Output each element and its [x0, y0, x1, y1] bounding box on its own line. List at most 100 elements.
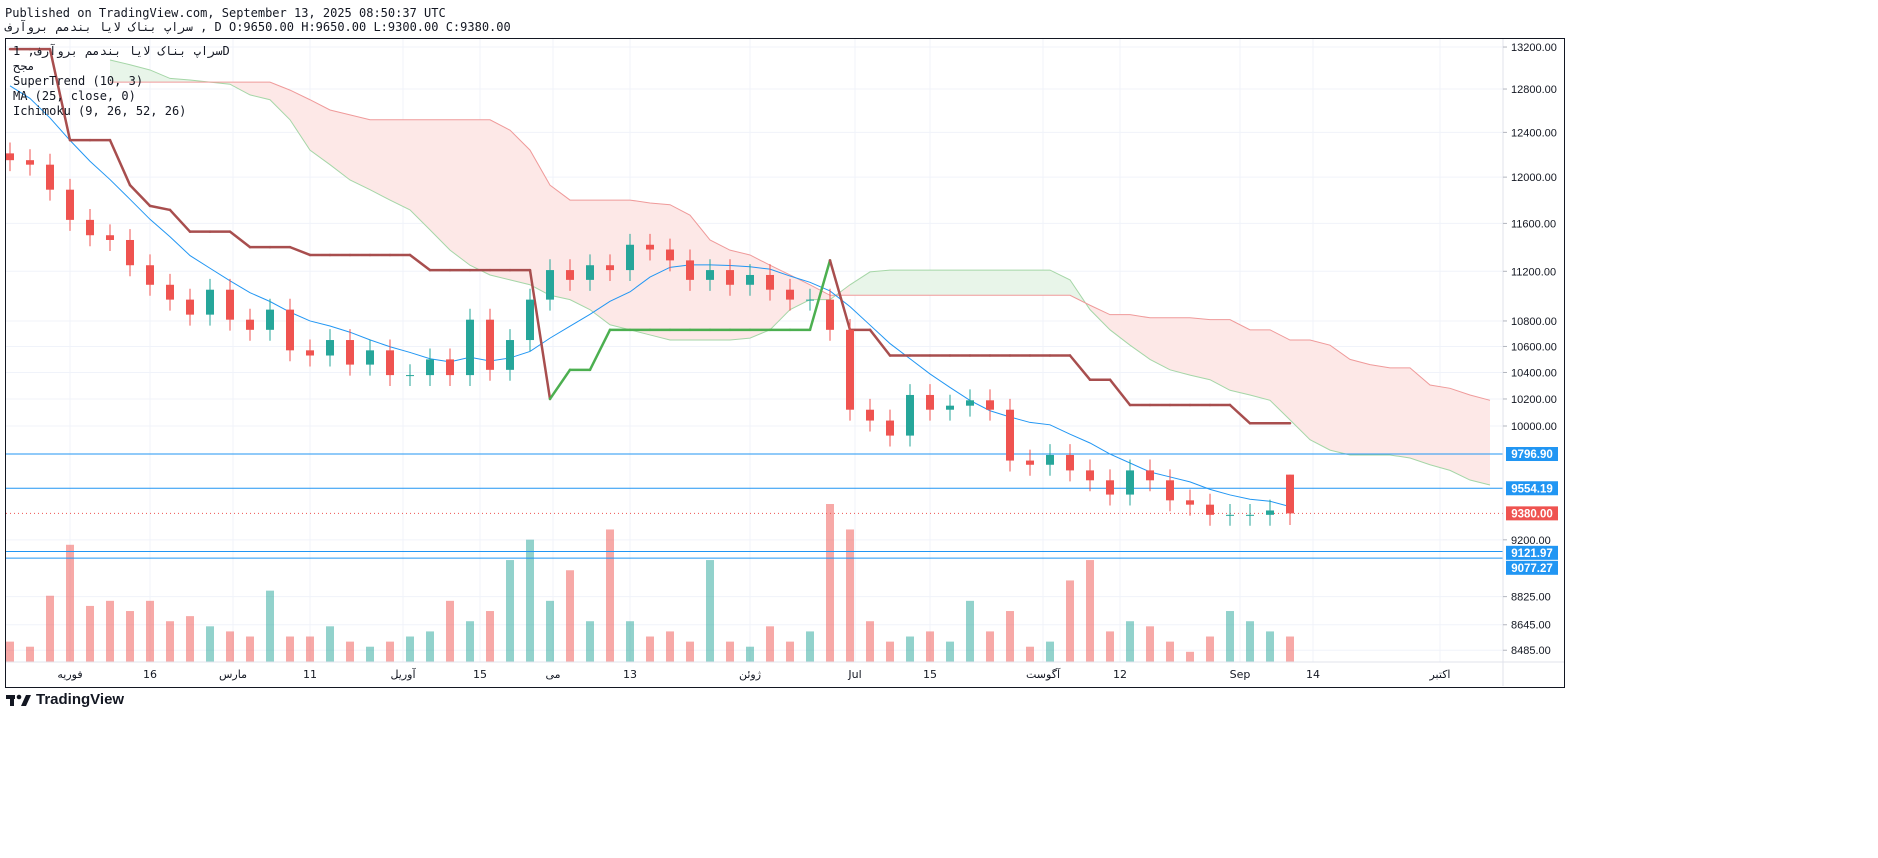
- candle-body: [566, 270, 574, 280]
- price-tick-label: 10200.00: [1511, 394, 1557, 406]
- ichimoku-cloud-segment: [1250, 329, 1270, 401]
- ichimoku-cloud-segment: [1170, 317, 1190, 376]
- volume-bar: [446, 600, 454, 662]
- ichimoku-cloud-segment: [390, 119, 410, 210]
- price-label-tag: [1506, 545, 1558, 560]
- time-tick-label: 11: [303, 668, 317, 681]
- ichimoku-cloud-segment: [1390, 367, 1410, 459]
- volume-bar: [166, 621, 174, 662]
- volume-bar: [1046, 641, 1054, 662]
- volume-bar: [186, 616, 194, 662]
- price-tick-label: 10600.00: [1511, 341, 1557, 353]
- candle-body: [926, 394, 934, 410]
- ichimoku-cloud-segment: [1470, 394, 1490, 485]
- price-label-tag: [1506, 481, 1558, 496]
- volume-bar: [546, 600, 554, 662]
- legend-ichimoku[interactable]: Ichimoku (9, 26, 52, 26): [13, 104, 187, 118]
- ichimoku-cloud-segment: [710, 239, 730, 341]
- candle-body: [206, 289, 214, 315]
- candle-body: [346, 340, 354, 365]
- time-tick-label: ژوئن: [739, 668, 761, 681]
- ichimoku-cloud-segment: [150, 69, 170, 83]
- ichimoku-cloud-segment: [850, 271, 870, 296]
- volume-bar: [1286, 636, 1294, 662]
- candle-body: [1126, 470, 1134, 495]
- ichimoku-cloud-segment: [1290, 340, 1310, 440]
- volume-bar: [646, 636, 654, 662]
- supertrend-segment: [588, 328, 612, 372]
- volume-bar: [886, 641, 894, 662]
- ichimoku-cloud-segment: [790, 274, 810, 310]
- candle-body: [126, 239, 134, 266]
- candle-body: [1046, 454, 1054, 465]
- volume-bar: [226, 631, 234, 662]
- ichimoku-cloud-segment: [930, 270, 950, 296]
- ichimoku-span-b: [110, 81, 1491, 401]
- price-tick-label: 12800.00: [1511, 84, 1557, 96]
- volume-bar: [306, 636, 314, 662]
- price-tick-label: 8485.00: [1511, 645, 1551, 657]
- volume-bar: [926, 631, 934, 662]
- candle-body: [706, 270, 714, 280]
- time-tick-label: فوریه: [57, 668, 82, 681]
- volume-bar: [626, 621, 634, 662]
- ichimoku-cloud-segment: [1210, 319, 1230, 391]
- price-label-text: 9077.27: [1511, 563, 1553, 575]
- volume-bar: [606, 529, 614, 662]
- candle-body: [306, 350, 314, 356]
- candle-body: [586, 265, 594, 280]
- volume-bar: [946, 641, 954, 662]
- supertrend-segment: [1228, 403, 1252, 425]
- volume-bar: [506, 560, 514, 662]
- tradingview-logo-icon: [6, 694, 31, 706]
- price-tick-label: 9200.00: [1511, 535, 1551, 547]
- ichimoku-cloud-segment: [770, 265, 790, 330]
- volume-bar: [86, 605, 94, 662]
- time-tick-label: آوریل: [390, 667, 416, 681]
- ichimoku-cloud-segment: [530, 150, 550, 296]
- candle-body: [686, 260, 694, 280]
- price-label-text: 9796.90: [1511, 449, 1553, 461]
- candle-body: [66, 189, 74, 220]
- candle-body: [1246, 514, 1254, 516]
- ichimoku-cloud-segment: [470, 119, 490, 275]
- tradingview-logo: TradingView: [6, 691, 124, 708]
- ichimoku-cloud-segment: [1030, 270, 1050, 296]
- price-label-tag: [1506, 447, 1558, 462]
- ichimoku-cloud-segment: [970, 270, 990, 296]
- volume-bar: [246, 636, 254, 662]
- price-label-text: 9554.19: [1511, 483, 1553, 495]
- volume-bar: [726, 641, 734, 662]
- volume-bar: [6, 641, 14, 662]
- legend-supertrend[interactable]: SuperTrend (10, 3): [13, 74, 144, 88]
- candle-body: [626, 244, 634, 271]
- ichimoku-cloud-segment: [510, 130, 530, 285]
- ichimoku-cloud-segment: [730, 250, 750, 341]
- volume-bar: [466, 621, 474, 662]
- candle-body: [786, 289, 794, 300]
- ichimoku-cloud-segment: [990, 270, 1010, 296]
- volume-bar: [826, 504, 834, 662]
- volume-bar: [1246, 621, 1254, 662]
- supertrend-segment: [548, 368, 572, 401]
- ichimoku-cloud-segment: [490, 119, 510, 280]
- volume-bar: [906, 636, 914, 662]
- supertrend-segment: [288, 245, 312, 257]
- ichimoku-cloud-segment: [170, 78, 190, 83]
- candle-body: [446, 359, 454, 376]
- price-label-tag: [1506, 506, 1558, 521]
- time-tick-label: 14: [1306, 668, 1320, 681]
- candle-body: [86, 219, 94, 236]
- time-tick-label: آگوست: [1026, 667, 1061, 681]
- ichimoku-cloud-segment: [550, 185, 570, 300]
- legend-ma[interactable]: MA (25, close, 0): [13, 89, 136, 103]
- candle-body: [146, 265, 154, 285]
- supertrend-segment: [868, 328, 892, 357]
- candle-body: [386, 350, 394, 376]
- time-tick-label: Sep: [1230, 668, 1251, 681]
- price-label-tag: [1506, 560, 1558, 575]
- volume-bar: [686, 641, 694, 662]
- candle-body: [1106, 480, 1114, 495]
- volume-bar: [526, 539, 534, 662]
